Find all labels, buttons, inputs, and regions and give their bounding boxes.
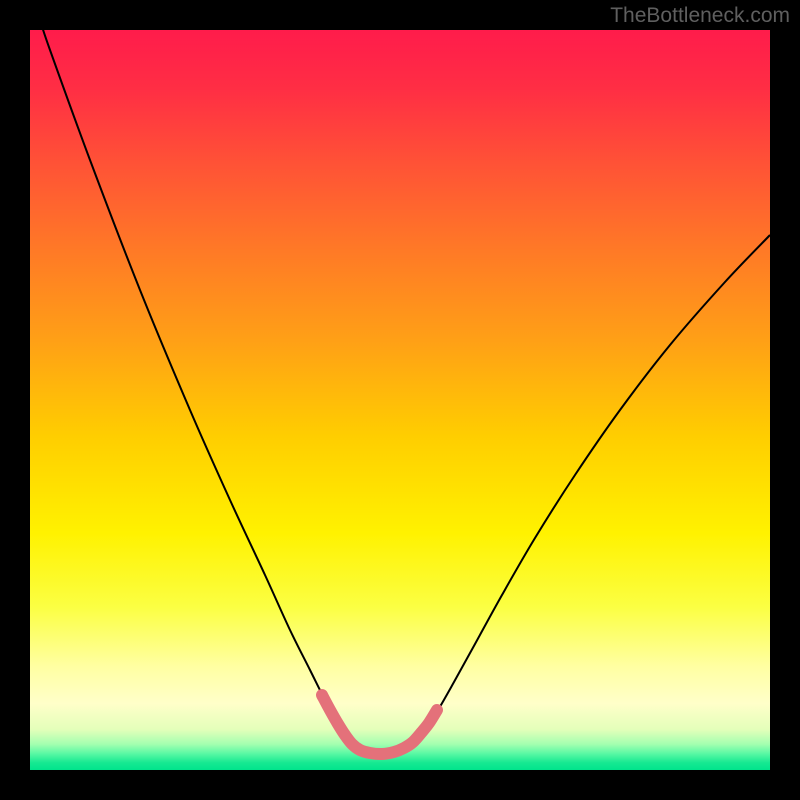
plot-area [30,30,770,770]
gradient-background [30,30,770,770]
chart-svg [30,30,770,770]
watermark-text: TheBottleneck.com [610,4,790,28]
